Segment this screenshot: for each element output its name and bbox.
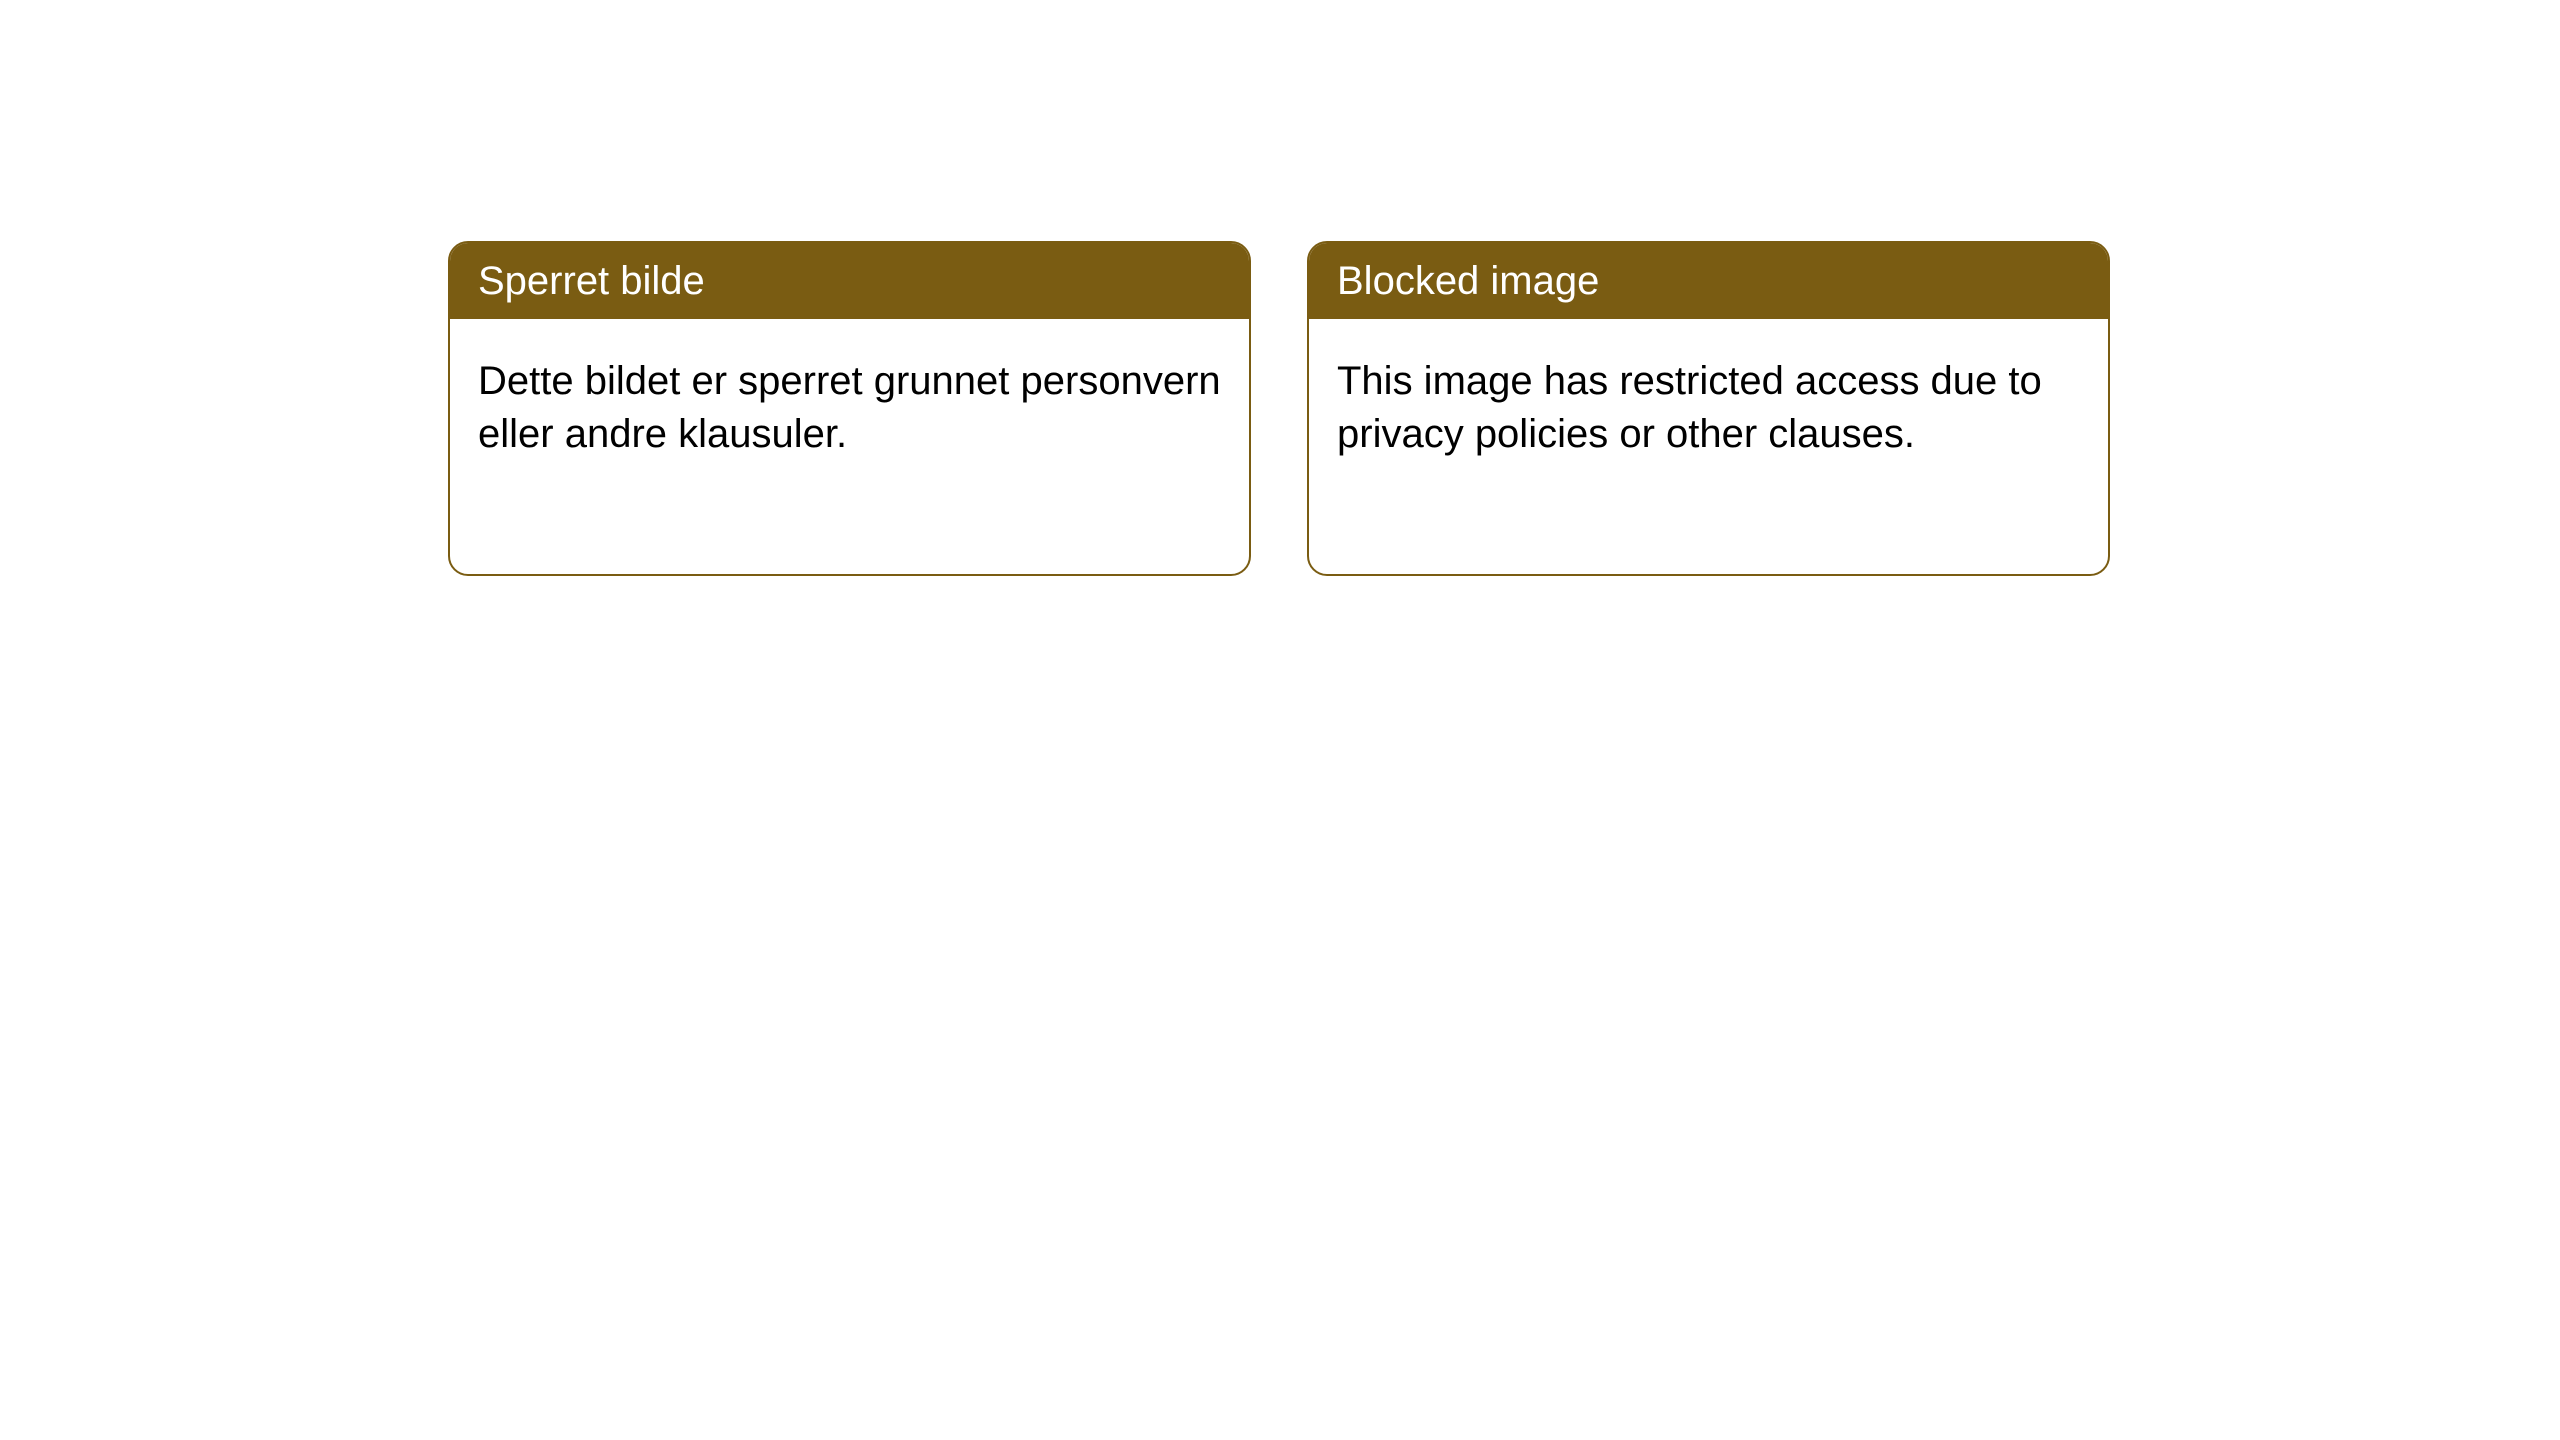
notice-card-norwegian: Sperret bilde Dette bildet er sperret gr… <box>448 241 1251 576</box>
notice-card-container: Sperret bilde Dette bildet er sperret gr… <box>0 0 2560 576</box>
notice-card-english: Blocked image This image has restricted … <box>1307 241 2110 576</box>
notice-card-title: Blocked image <box>1309 243 2108 319</box>
notice-card-title: Sperret bilde <box>450 243 1249 319</box>
notice-card-body: This image has restricted access due to … <box>1309 319 2108 497</box>
notice-card-body: Dette bildet er sperret grunnet personve… <box>450 319 1249 497</box>
